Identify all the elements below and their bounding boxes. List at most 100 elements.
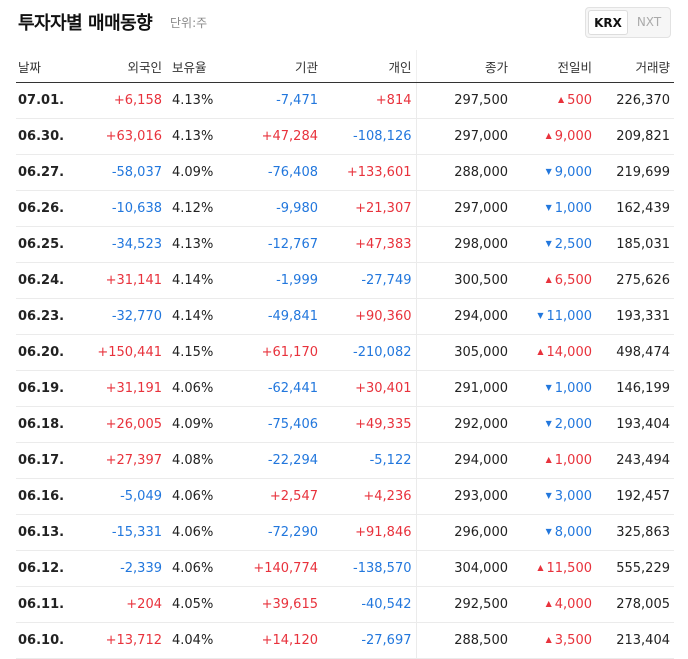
- date-cell: 06.26.: [16, 190, 82, 227]
- investor-trades-table: 날짜 외국인 보유율 기관 개인 종가 전일비 거래량 07.01. +6,158…: [16, 50, 674, 659]
- volume-cell: 219,699: [596, 154, 674, 191]
- holding-ratio-cell: 4.13%: [166, 118, 234, 155]
- institution-cell: -9,980: [234, 190, 322, 227]
- col-header-close: 종가: [416, 50, 512, 83]
- holding-ratio-cell: 4.09%: [166, 154, 234, 191]
- volume-cell: 555,229: [596, 550, 674, 587]
- unit-label: 단위:주: [170, 16, 208, 30]
- col-header-individual: 개인: [322, 50, 417, 83]
- change-cell: ▼ 11,000: [512, 298, 596, 335]
- table-row: 06.10. +13,712 4.04% +14,120 -27,697 288,500 ▲…: [16, 622, 674, 659]
- triangle-up-icon: ▲: [537, 347, 544, 356]
- close-price-cell: 304,000: [416, 550, 512, 587]
- date-cell: 06.20.: [16, 334, 82, 371]
- individual-cell: -27,697: [322, 622, 417, 659]
- change-cell: ▼ 2,500: [512, 226, 596, 263]
- market-nxt-button[interactable]: NXT: [636, 15, 662, 29]
- holding-ratio-cell: 4.06%: [166, 370, 234, 407]
- volume-cell: 192,457: [596, 478, 674, 515]
- change-value: 8,000: [554, 525, 592, 540]
- triangle-down-icon: ▼: [537, 311, 544, 320]
- table-row: 06.19. +31,191 4.06% -62,441 +30,401 291,000 ▼…: [16, 370, 674, 407]
- triangle-up-icon: ▲: [558, 95, 565, 104]
- change-cell: ▼ 9,000: [512, 154, 596, 191]
- change-cell: ▼ 1,000: [512, 190, 596, 227]
- volume-cell: 275,626: [596, 262, 674, 299]
- triangle-down-icon: ▼: [545, 527, 552, 536]
- table-header: 날짜 외국인 보유율 기관 개인 종가 전일비 거래량: [16, 50, 674, 83]
- individual-cell: +21,307: [322, 190, 417, 227]
- volume-cell: 193,331: [596, 298, 674, 335]
- triangle-down-icon: ▼: [545, 491, 552, 500]
- table-row: 06.20. +150,441 4.15% +61,170 -210,082 305,00…: [16, 334, 674, 371]
- institution-cell: -7,471: [234, 82, 322, 119]
- holding-ratio-cell: 4.06%: [166, 478, 234, 515]
- close-price-cell: 291,000: [416, 370, 512, 407]
- close-price-cell: 294,000: [416, 442, 512, 479]
- individual-cell: +47,383: [322, 226, 417, 263]
- individual-cell: -5,122: [322, 442, 417, 479]
- foreign-cell: +31,191: [82, 370, 166, 407]
- individual-cell: -210,082: [322, 334, 417, 371]
- institution-cell: +39,615: [234, 586, 322, 623]
- volume-cell: 498,474: [596, 334, 674, 371]
- change-value: 1,000: [554, 381, 592, 396]
- holding-ratio-cell: 4.09%: [166, 406, 234, 443]
- triangle-down-icon: ▼: [545, 239, 552, 248]
- foreign-cell: +13,712: [82, 622, 166, 659]
- change-cell: ▲ 14,000: [512, 334, 596, 371]
- individual-cell: +4,236: [322, 478, 417, 515]
- table-row: 06.30. +63,016 4.13% +47,284 -108,126 297,000…: [16, 118, 674, 155]
- change-value: 9,000: [554, 129, 592, 144]
- table-row: 06.11. +204 4.05% +39,615 -40,542 292,500 ▲ 4,0…: [16, 586, 674, 623]
- change-cell: ▼ 8,000: [512, 514, 596, 551]
- volume-cell: 162,439: [596, 190, 674, 227]
- foreign-cell: -2,339: [82, 550, 166, 587]
- institution-cell: -62,441: [234, 370, 322, 407]
- volume-cell: 278,005: [596, 586, 674, 623]
- close-price-cell: 297,000: [416, 190, 512, 227]
- date-cell: 06.12.: [16, 550, 82, 587]
- triangle-up-icon: ▲: [545, 455, 552, 464]
- change-value: 3,500: [554, 633, 592, 648]
- market-krx-button[interactable]: KRX: [588, 10, 628, 35]
- close-price-cell: 288,500: [416, 622, 512, 659]
- change-cell: ▼ 2,000: [512, 406, 596, 443]
- table-row: 06.18. +26,005 4.09% -75,406 +49,335 292,000 ▼…: [16, 406, 674, 443]
- volume-cell: 213,404: [596, 622, 674, 659]
- date-cell: 06.17.: [16, 442, 82, 479]
- col-header-volume: 거래량: [596, 50, 674, 83]
- change-value: 1,000: [554, 201, 592, 216]
- col-header-change: 전일비: [512, 50, 596, 83]
- date-cell: 06.18.: [16, 406, 82, 443]
- close-price-cell: 294,000: [416, 298, 512, 335]
- change-value: 500: [567, 93, 592, 108]
- change-cell: ▼ 1,000: [512, 370, 596, 407]
- institution-cell: +140,774: [234, 550, 322, 587]
- date-cell: 06.11.: [16, 586, 82, 623]
- close-price-cell: 288,000: [416, 154, 512, 191]
- date-cell: 06.25.: [16, 226, 82, 263]
- close-price-cell: 305,000: [416, 334, 512, 371]
- change-value: 6,500: [554, 273, 592, 288]
- table-row: 06.17. +27,397 4.08% -22,294 -5,122 294,000 ▲ 1…: [16, 442, 674, 479]
- change-value: 2,000: [554, 417, 592, 432]
- table-row: 06.24. +31,141 4.14% -1,999 -27,749 300,500 ▲ 6…: [16, 262, 674, 299]
- header-row: 날짜 외국인 보유율 기관 개인 종가 전일비 거래량: [16, 50, 674, 83]
- holding-ratio-cell: 4.13%: [166, 226, 234, 263]
- holding-ratio-cell: 4.13%: [166, 82, 234, 119]
- institution-cell: +47,284: [234, 118, 322, 155]
- market-toggle: KRX NXT: [585, 7, 671, 38]
- foreign-cell: +204: [82, 586, 166, 623]
- holding-ratio-cell: 4.05%: [166, 586, 234, 623]
- col-header-foreign: 외국인: [82, 50, 166, 83]
- change-value: 1,000: [554, 453, 592, 468]
- institution-cell: +14,120: [234, 622, 322, 659]
- foreign-cell: +27,397: [82, 442, 166, 479]
- foreign-cell: -5,049: [82, 478, 166, 515]
- close-price-cell: 300,500: [416, 262, 512, 299]
- volume-cell: 185,031: [596, 226, 674, 263]
- institution-cell: -22,294: [234, 442, 322, 479]
- table-body: 07.01. +6,158 4.13% -7,471 +814 297,500 ▲ 500 22…: [16, 82, 674, 659]
- volume-cell: 325,863: [596, 514, 674, 551]
